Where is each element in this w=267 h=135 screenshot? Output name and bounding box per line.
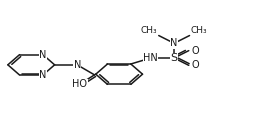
Text: N: N xyxy=(170,38,178,48)
Text: HN: HN xyxy=(143,53,158,63)
Text: HO: HO xyxy=(72,79,87,89)
Text: S: S xyxy=(171,53,178,63)
Text: N: N xyxy=(39,50,47,60)
Text: O: O xyxy=(192,46,199,56)
Text: N: N xyxy=(39,70,47,80)
Text: O: O xyxy=(192,60,199,70)
Text: CH₃: CH₃ xyxy=(141,26,158,35)
Text: N: N xyxy=(73,60,81,70)
Text: CH₃: CH₃ xyxy=(191,26,207,35)
